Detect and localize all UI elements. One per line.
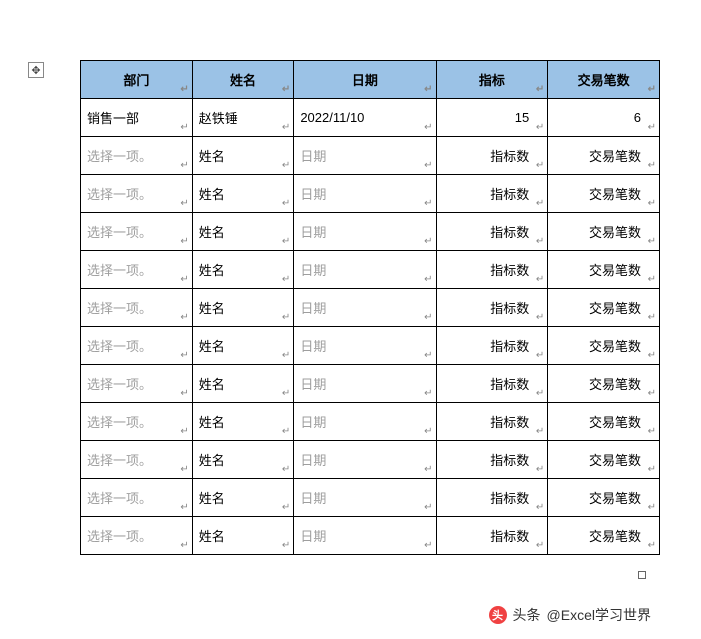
cell-date[interactable]: 日期↵ (294, 403, 436, 441)
header-count: 交易笔数↵ (548, 61, 660, 99)
cell-count[interactable]: 交易笔数↵ (548, 175, 660, 213)
table-row: 选择一项。↵姓名↵日期↵指标数↵交易笔数↵ (81, 327, 660, 365)
cell-name[interactable]: 姓名↵ (192, 251, 294, 289)
cell-name[interactable]: 姓名↵ (192, 441, 294, 479)
cell-count[interactable]: 交易笔数↵ (548, 137, 660, 175)
cell-date[interactable]: 日期↵ (294, 365, 436, 403)
cell-date[interactable]: 2022/11/10↵ (294, 99, 436, 137)
cell-dept[interactable]: 选择一项。↵ (81, 327, 193, 365)
cell-date[interactable]: 日期↵ (294, 213, 436, 251)
table-row: 选择一项。↵姓名↵日期↵指标数↵交易笔数↵ (81, 213, 660, 251)
cell-date[interactable]: 日期↵ (294, 137, 436, 175)
table-resize-handle[interactable] (638, 571, 646, 579)
cell-count[interactable]: 交易笔数↵ (548, 441, 660, 479)
cell-count[interactable]: 6↵ (548, 99, 660, 137)
cell-date[interactable]: 日期↵ (294, 517, 436, 555)
cell-count[interactable]: 交易笔数↵ (548, 251, 660, 289)
table-row: 选择一项。↵姓名↵日期↵指标数↵交易笔数↵ (81, 479, 660, 517)
cell-count[interactable]: 交易笔数↵ (548, 517, 660, 555)
table-row: 选择一项。↵姓名↵日期↵指标数↵交易笔数↵ (81, 289, 660, 327)
cell-metric[interactable]: 指标数↵ (436, 403, 548, 441)
cell-dept[interactable]: 选择一项。↵ (81, 479, 193, 517)
header-metric: 指标↵ (436, 61, 548, 99)
cell-metric[interactable]: 指标数↵ (436, 479, 548, 517)
cell-metric[interactable]: 指标数↵ (436, 251, 548, 289)
cell-metric[interactable]: 指标数↵ (436, 365, 548, 403)
attribution-prefix: 头条 (513, 605, 541, 625)
cell-name[interactable]: 姓名↵ (192, 289, 294, 327)
header-name: 姓名↵ (192, 61, 294, 99)
cell-dept[interactable]: 销售一部↵ (81, 99, 193, 137)
cell-dept[interactable]: 选择一项。↵ (81, 403, 193, 441)
cell-name[interactable]: 姓名↵ (192, 403, 294, 441)
cell-metric[interactable]: 指标数↵ (436, 441, 548, 479)
toutiao-icon: 头 (489, 606, 507, 624)
table-row: 选择一项。↵姓名↵日期↵指标数↵交易笔数↵ (81, 251, 660, 289)
cell-name[interactable]: 姓名↵ (192, 137, 294, 175)
cell-name[interactable]: 姓名↵ (192, 365, 294, 403)
cell-count[interactable]: 交易笔数↵ (548, 289, 660, 327)
table-move-handle[interactable]: ✥ (28, 62, 44, 78)
cell-dept[interactable]: 选择一项。↵ (81, 365, 193, 403)
cell-date[interactable]: 日期↵ (294, 289, 436, 327)
table-row: 选择一项。↵姓名↵日期↵指标数↵交易笔数↵ (81, 175, 660, 213)
cell-dept[interactable]: 选择一项。↵ (81, 517, 193, 555)
table-row: 选择一项。↵姓名↵日期↵指标数↵交易笔数↵ (81, 441, 660, 479)
header-dept: 部门↵ (81, 61, 193, 99)
cell-metric[interactable]: 指标数↵ (436, 137, 548, 175)
cell-date[interactable]: 日期↵ (294, 327, 436, 365)
cell-metric[interactable]: 指标数↵ (436, 213, 548, 251)
table-row: 选择一项。↵姓名↵日期↵指标数↵交易笔数↵ (81, 403, 660, 441)
table-row: 选择一项。↵姓名↵日期↵指标数↵交易笔数↵ (81, 365, 660, 403)
cell-dept[interactable]: 选择一项。↵ (81, 175, 193, 213)
cell-dept[interactable]: 选择一项。↵ (81, 137, 193, 175)
cell-dept[interactable]: 选择一项。↵ (81, 251, 193, 289)
cell-name[interactable]: 姓名↵ (192, 213, 294, 251)
table-row: 销售一部↵赵铁锤↵2022/11/10↵15↵6↵ (81, 99, 660, 137)
cell-date[interactable]: 日期↵ (294, 175, 436, 213)
attribution: 头 头条 @Excel学习世界 (489, 605, 651, 625)
cell-metric[interactable]: 15↵ (436, 99, 548, 137)
header-row: 部门↵ 姓名↵ 日期↵ 指标↵ 交易笔数↵ (81, 61, 660, 99)
cell-date[interactable]: 日期↵ (294, 251, 436, 289)
data-table: 部门↵ 姓名↵ 日期↵ 指标↵ 交易笔数↵ 销售一部↵赵铁锤↵2022/11/1… (80, 60, 660, 555)
table-row: 选择一项。↵姓名↵日期↵指标数↵交易笔数↵ (81, 517, 660, 555)
cell-count[interactable]: 交易笔数↵ (548, 213, 660, 251)
move-icon: ✥ (31, 64, 40, 77)
cell-count[interactable]: 交易笔数↵ (548, 479, 660, 517)
cell-metric[interactable]: 指标数↵ (436, 175, 548, 213)
cell-metric[interactable]: 指标数↵ (436, 327, 548, 365)
cell-name[interactable]: 赵铁锤↵ (192, 99, 294, 137)
cell-count[interactable]: 交易笔数↵ (548, 327, 660, 365)
cell-dept[interactable]: 选择一项。↵ (81, 213, 193, 251)
cell-dept[interactable]: 选择一项。↵ (81, 289, 193, 327)
cell-name[interactable]: 姓名↵ (192, 479, 294, 517)
cell-name[interactable]: 姓名↵ (192, 327, 294, 365)
cell-metric[interactable]: 指标数↵ (436, 289, 548, 327)
cell-metric[interactable]: 指标数↵ (436, 517, 548, 555)
cell-count[interactable]: 交易笔数↵ (548, 403, 660, 441)
header-date: 日期↵ (294, 61, 436, 99)
cell-date[interactable]: 日期↵ (294, 479, 436, 517)
cell-count[interactable]: 交易笔数↵ (548, 365, 660, 403)
table-row: 选择一项。↵姓名↵日期↵指标数↵交易笔数↵ (81, 137, 660, 175)
cell-date[interactable]: 日期↵ (294, 441, 436, 479)
cell-name[interactable]: 姓名↵ (192, 175, 294, 213)
cell-dept[interactable]: 选择一项。↵ (81, 441, 193, 479)
attribution-handle: @Excel学习世界 (547, 605, 651, 625)
cell-name[interactable]: 姓名↵ (192, 517, 294, 555)
